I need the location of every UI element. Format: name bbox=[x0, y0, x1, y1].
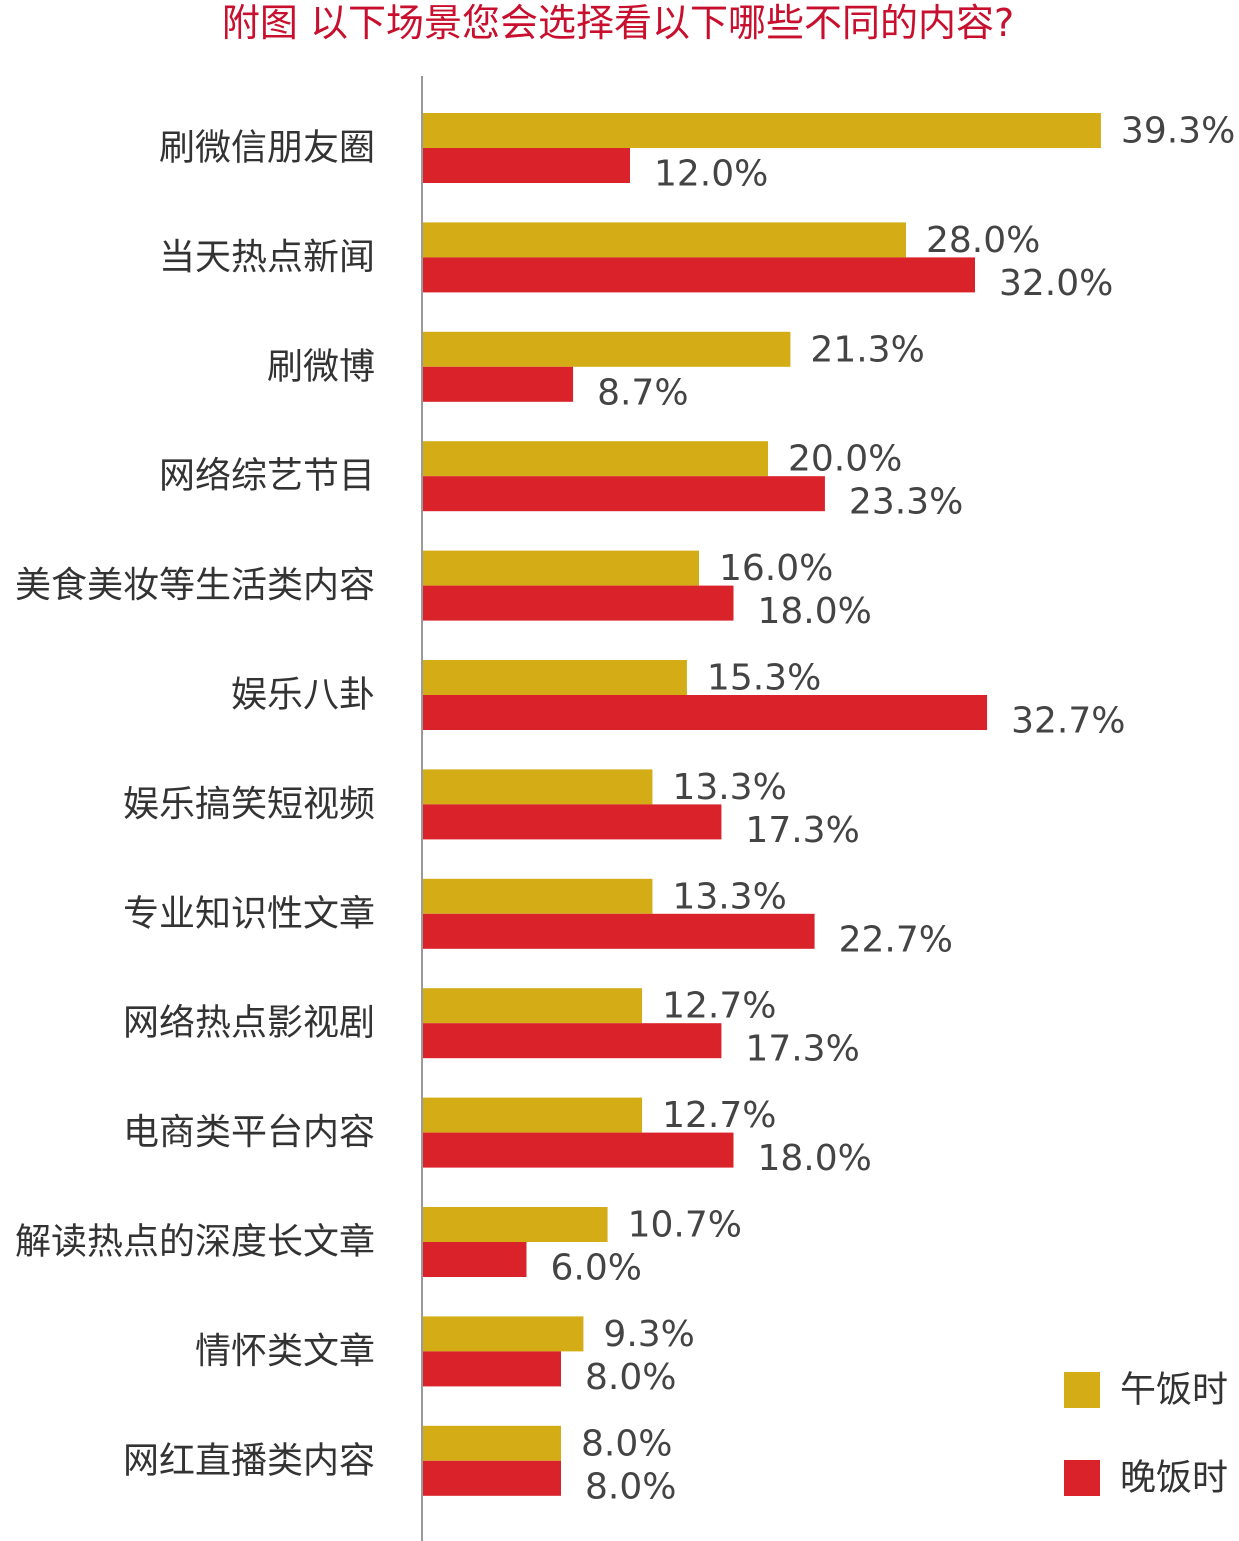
data-label: 28.0% bbox=[926, 220, 1040, 261]
category-label: 当天热点新闻 bbox=[159, 237, 375, 278]
bar-dinner bbox=[423, 913, 815, 949]
bar-lunch bbox=[423, 441, 768, 477]
bar-lunch bbox=[423, 1316, 584, 1352]
category-label: 专业知识性文章 bbox=[123, 893, 375, 934]
bar-dinner bbox=[423, 585, 734, 621]
data-label: 17.3% bbox=[745, 1029, 859, 1070]
data-label: 22.7% bbox=[839, 919, 953, 960]
data-label: 39.3% bbox=[1121, 111, 1235, 152]
category-label: 娱乐搞笑短视频 bbox=[123, 784, 375, 825]
bar-dinner bbox=[423, 804, 722, 840]
data-label: 6.0% bbox=[551, 1248, 642, 1289]
category-label: 网络热点影视剧 bbox=[123, 1003, 375, 1044]
category-label: 情怀类文章 bbox=[195, 1331, 375, 1372]
legend-label: 晚饭时 bbox=[1120, 1458, 1228, 1499]
data-label: 12.7% bbox=[662, 1095, 776, 1136]
data-label: 10.7% bbox=[628, 1205, 742, 1246]
data-label: 13.3% bbox=[672, 767, 786, 808]
bar-lunch bbox=[423, 988, 643, 1024]
data-label: 8.0% bbox=[581, 1423, 672, 1464]
data-label: 18.0% bbox=[758, 591, 872, 632]
category-label: 美食美妆等生活类内容 bbox=[15, 565, 375, 606]
bar-lunch bbox=[423, 222, 906, 258]
category-label: 刷微博 bbox=[267, 346, 375, 387]
data-label: 32.0% bbox=[999, 263, 1113, 304]
bar-dinner bbox=[423, 1242, 527, 1277]
bar-lunch bbox=[423, 769, 653, 805]
data-label: 8.7% bbox=[597, 372, 688, 413]
bar-dinner bbox=[423, 148, 630, 183]
bar-lunch bbox=[423, 1097, 643, 1133]
legend-label: 午饭时 bbox=[1120, 1370, 1228, 1411]
category-label: 网络综艺节目 bbox=[159, 456, 375, 497]
data-label: 16.0% bbox=[719, 548, 833, 589]
data-label: 8.0% bbox=[585, 1466, 676, 1507]
category-label: 刷微信朋友圈 bbox=[159, 128, 375, 169]
legend-swatch-dinner bbox=[1064, 1460, 1100, 1496]
data-label: 18.0% bbox=[758, 1138, 872, 1179]
bar-lunch bbox=[423, 1425, 561, 1461]
bar-lunch bbox=[423, 113, 1101, 148]
bar-lunch bbox=[423, 660, 687, 695]
legend-swatch-lunch bbox=[1064, 1372, 1100, 1408]
data-label: 23.3% bbox=[849, 482, 963, 523]
category-label: 娱乐八卦 bbox=[231, 675, 375, 716]
data-label: 12.7% bbox=[662, 986, 776, 1027]
category-label: 电商类平台内容 bbox=[123, 1112, 375, 1153]
data-label: 20.0% bbox=[788, 439, 902, 480]
data-label: 13.3% bbox=[672, 876, 786, 917]
bars-group: 刷微信朋友圈 39.3% 12.0% 当天热点新闻 28.0%32.0% 刷微博 21.3%… bbox=[15, 111, 1235, 1508]
bar-dinner bbox=[423, 257, 975, 293]
bar-dinner bbox=[423, 1132, 734, 1168]
bar-dinner bbox=[423, 1460, 561, 1496]
data-label: 15.3% bbox=[707, 658, 821, 699]
data-label: 12.0% bbox=[654, 154, 768, 195]
bar-dinner bbox=[423, 1023, 722, 1059]
data-label: 21.3% bbox=[810, 329, 924, 370]
bar-lunch bbox=[423, 1207, 608, 1242]
data-label: 9.3% bbox=[603, 1314, 694, 1355]
category-label: 网红直播类内容 bbox=[123, 1440, 375, 1481]
bar-dinner bbox=[423, 695, 988, 730]
bar-dinner bbox=[423, 1351, 561, 1387]
data-label: 8.0% bbox=[585, 1357, 676, 1398]
bar-dinner bbox=[423, 476, 825, 512]
data-label: 32.7% bbox=[1011, 701, 1125, 742]
category-label: 解读热点的深度长文章 bbox=[15, 1222, 375, 1263]
chart-title: 附图 以下场景您会选择看以下哪些不同的内容? bbox=[222, 1, 1014, 45]
data-label: 17.3% bbox=[745, 810, 859, 851]
bar-lunch bbox=[423, 331, 791, 367]
bar-lunch bbox=[423, 878, 653, 914]
bar-dinner bbox=[423, 366, 574, 402]
bar-lunch bbox=[423, 550, 699, 586]
